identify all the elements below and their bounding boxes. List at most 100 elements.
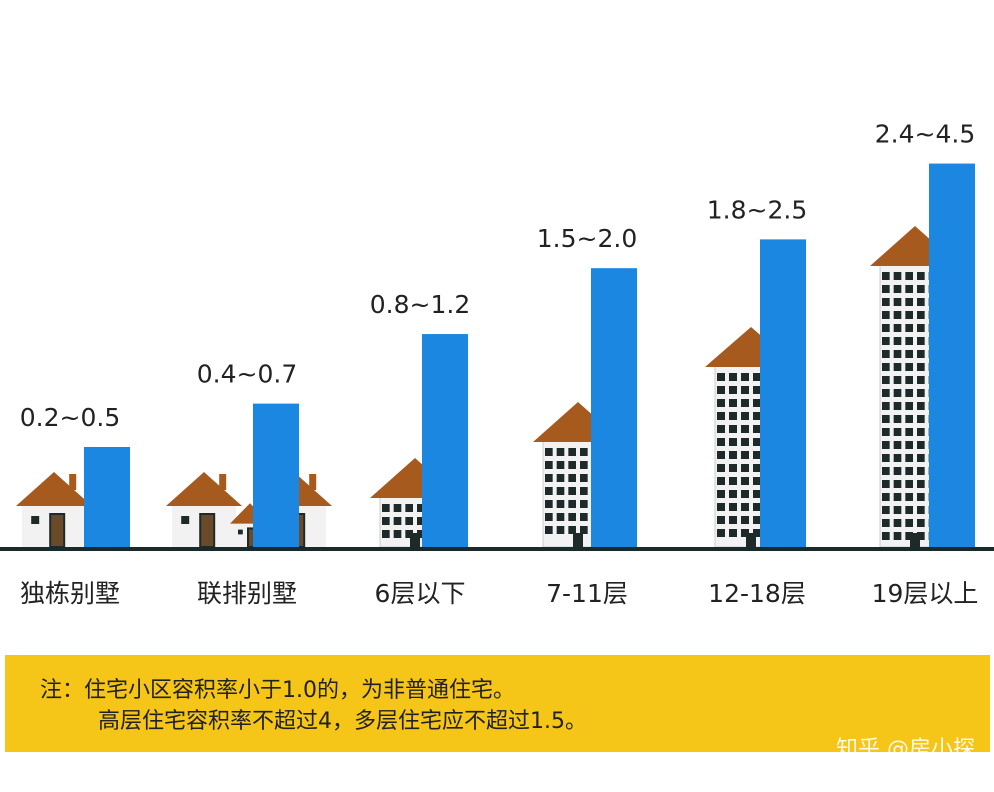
chimney xyxy=(219,474,227,490)
window xyxy=(905,493,913,501)
note-line: 高层住宅容积率不超过4，多层住宅应不超过1.5。 xyxy=(98,709,587,734)
window xyxy=(753,438,761,446)
window xyxy=(753,529,761,537)
window xyxy=(741,503,749,511)
window xyxy=(882,285,890,293)
window xyxy=(893,298,902,306)
window xyxy=(741,412,749,420)
window xyxy=(893,376,902,384)
bar xyxy=(929,163,975,547)
window xyxy=(917,480,925,488)
window xyxy=(882,272,890,280)
window xyxy=(917,519,925,527)
window xyxy=(729,503,737,511)
window xyxy=(893,324,902,332)
window xyxy=(717,425,725,433)
chimney xyxy=(69,474,77,490)
window xyxy=(31,516,40,524)
door xyxy=(910,533,920,547)
window xyxy=(917,402,925,410)
window xyxy=(917,428,925,436)
window xyxy=(905,467,913,475)
window xyxy=(717,412,725,420)
window xyxy=(893,441,902,449)
window xyxy=(568,500,576,508)
door xyxy=(49,513,66,548)
window xyxy=(882,493,890,501)
window xyxy=(545,474,553,482)
window xyxy=(382,504,390,512)
window xyxy=(753,399,761,407)
window xyxy=(580,448,588,456)
window xyxy=(905,285,913,293)
window xyxy=(729,425,737,433)
window xyxy=(580,461,588,469)
window xyxy=(882,441,890,449)
window xyxy=(753,451,761,459)
bar xyxy=(253,403,299,547)
window xyxy=(882,324,890,332)
x-tick-label: 6层以下 xyxy=(375,579,466,608)
window xyxy=(568,526,576,534)
window xyxy=(545,513,553,521)
window xyxy=(393,504,402,512)
window xyxy=(882,428,890,436)
chimney xyxy=(309,474,317,490)
window xyxy=(905,350,913,358)
window xyxy=(905,532,913,540)
window xyxy=(917,389,925,397)
window xyxy=(905,454,913,462)
window xyxy=(741,490,749,498)
window xyxy=(753,386,761,394)
window xyxy=(905,402,913,410)
window xyxy=(753,464,761,472)
window xyxy=(568,474,576,482)
window xyxy=(882,415,890,423)
window xyxy=(580,526,588,534)
window xyxy=(893,363,902,371)
window xyxy=(238,529,243,535)
window xyxy=(405,530,413,538)
window xyxy=(393,530,402,538)
window xyxy=(753,412,761,420)
x-tick-label: 7-11层 xyxy=(546,579,628,608)
value-label: 1.5~2.0 xyxy=(537,224,637,253)
window xyxy=(905,272,913,280)
window xyxy=(545,487,553,495)
window xyxy=(917,324,925,332)
window xyxy=(893,480,902,488)
window xyxy=(556,500,565,508)
window xyxy=(729,516,737,524)
window xyxy=(753,503,761,511)
window xyxy=(405,504,413,512)
window xyxy=(405,517,413,525)
door xyxy=(573,533,583,547)
window xyxy=(717,516,725,524)
window xyxy=(917,337,925,345)
window xyxy=(753,477,761,485)
window xyxy=(893,532,902,540)
window xyxy=(741,373,749,381)
note-line: 注：住宅小区容积率小于1.0的，为非普通住宅。 xyxy=(40,678,515,703)
window xyxy=(556,487,565,495)
window xyxy=(729,529,737,537)
window xyxy=(556,461,565,469)
window xyxy=(741,464,749,472)
window xyxy=(917,285,925,293)
window xyxy=(905,337,913,345)
window xyxy=(753,490,761,498)
window xyxy=(905,519,913,527)
window xyxy=(905,376,913,384)
window xyxy=(568,461,576,469)
window xyxy=(741,451,749,459)
window xyxy=(556,474,565,482)
window xyxy=(893,337,902,345)
window xyxy=(729,373,737,381)
window xyxy=(729,490,737,498)
window xyxy=(741,399,749,407)
window xyxy=(893,493,902,501)
window xyxy=(729,451,737,459)
window xyxy=(717,438,725,446)
window xyxy=(893,506,902,514)
window xyxy=(382,530,390,538)
